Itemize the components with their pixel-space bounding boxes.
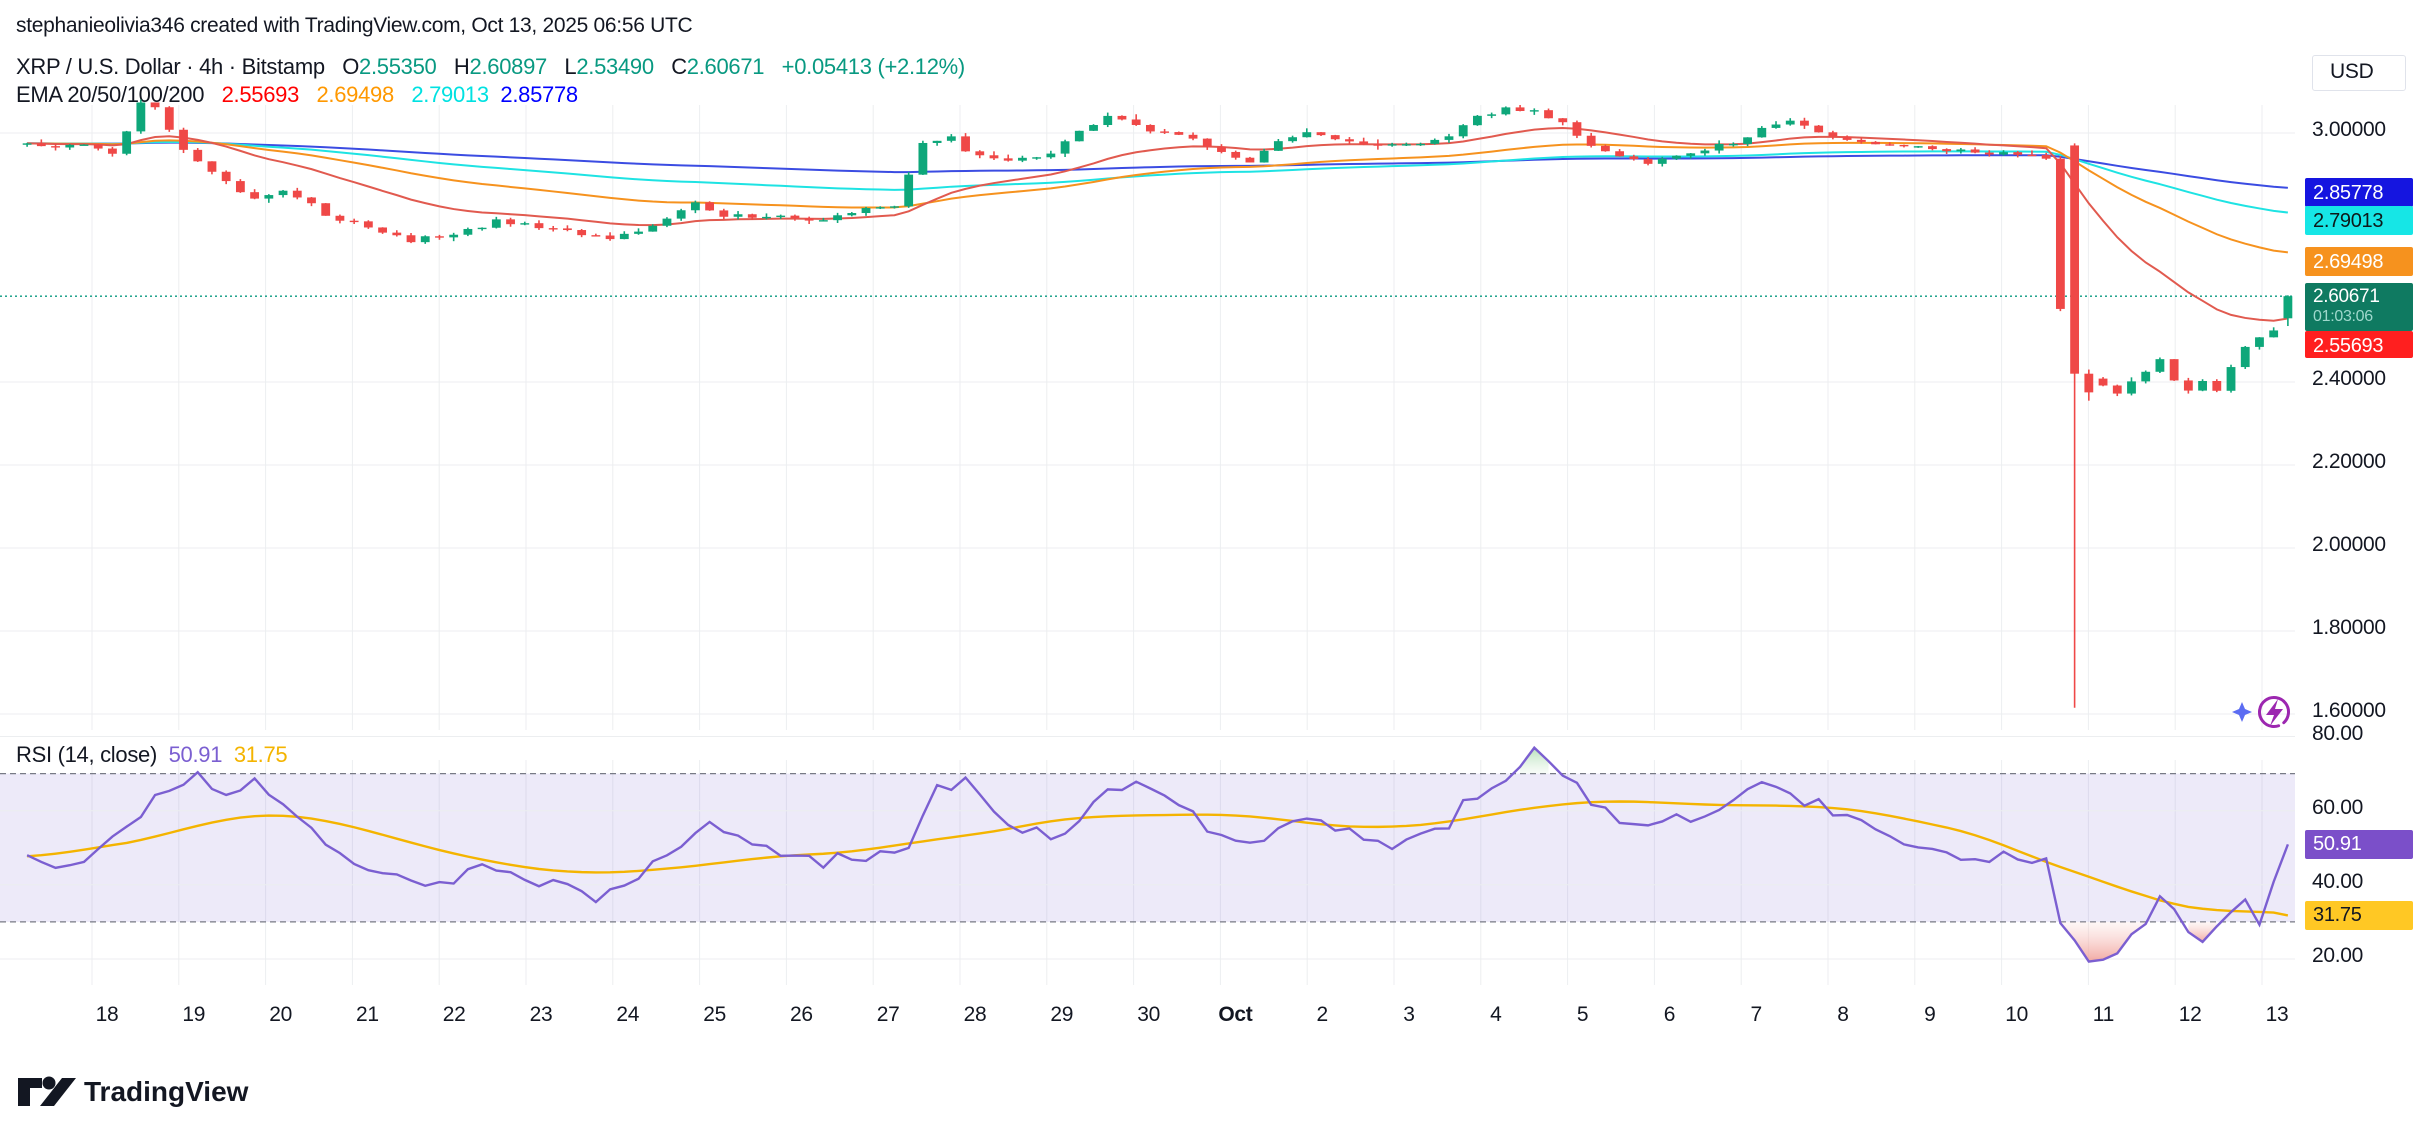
svg-text:TradingView: TradingView [84, 1076, 249, 1107]
